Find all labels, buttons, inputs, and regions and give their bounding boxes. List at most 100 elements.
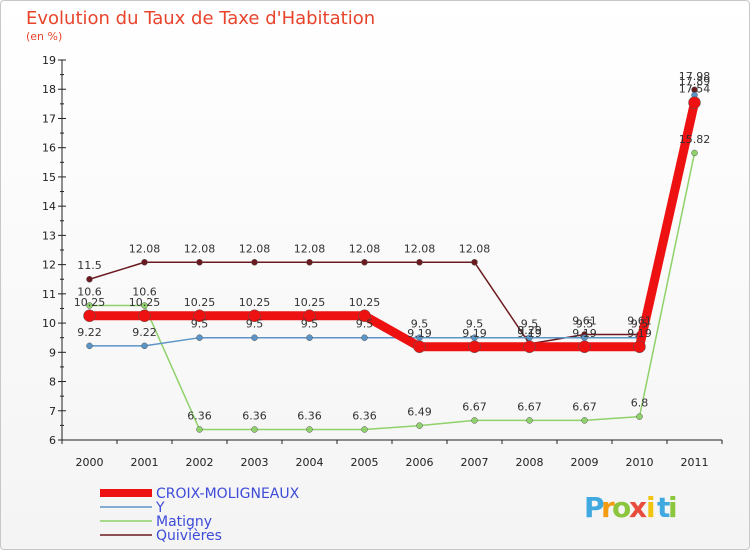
data-point	[251, 259, 258, 266]
logo-letter: x	[629, 491, 647, 524]
x-tick-label: 2002	[186, 456, 214, 469]
data-point	[413, 340, 426, 354]
data-label: 10.25	[349, 296, 381, 309]
x-tick-label: 2011	[681, 456, 709, 469]
data-label: 6.67	[517, 400, 542, 413]
data-label: 9.19	[517, 327, 542, 340]
chart-subtitle: (en %)	[26, 30, 62, 43]
data-point	[251, 426, 258, 433]
data-point	[416, 259, 423, 266]
data-label: 10.6	[132, 286, 157, 299]
data-label: 9.29	[517, 324, 542, 337]
x-tick-label: 2000	[76, 456, 104, 469]
data-label: 6.8	[631, 397, 649, 410]
data-label: 12.08	[129, 242, 161, 255]
y-tick-label: 11	[42, 288, 56, 301]
data-point	[306, 259, 313, 266]
logo-letter: o	[612, 491, 631, 524]
data-point	[578, 340, 591, 354]
data-label: 9.5	[576, 318, 594, 331]
data-label: 10.6	[77, 286, 102, 299]
data-point	[303, 309, 316, 323]
data-point	[523, 340, 536, 354]
data-point	[251, 334, 258, 341]
data-point	[86, 302, 93, 309]
legend-label: CROIX-MOLIGNEAUX	[156, 486, 300, 502]
data-label: 10.25	[129, 296, 161, 309]
data-point	[526, 417, 533, 424]
data-labels: 11.5 12.08 12.08 12.08 12.08 12.08 12.08 12.08 9…	[74, 70, 711, 423]
y-tick-label: 16	[42, 142, 56, 155]
data-point	[691, 149, 698, 157]
data-point	[196, 259, 203, 266]
x-tick-label: 2008	[516, 456, 544, 469]
y-tick-label: 19	[42, 54, 56, 67]
data-label: 9.5	[521, 318, 539, 331]
data-label: 6.67	[462, 400, 487, 413]
data-label: 9.19	[572, 327, 597, 340]
data-label: 12.08	[349, 242, 381, 255]
y-tick-label: 14	[42, 200, 56, 213]
x-tick-label: 2001	[131, 456, 159, 469]
data-point	[361, 426, 368, 433]
data-label: 6.36	[297, 409, 322, 422]
y-tick-label: 17	[42, 112, 56, 125]
data-label: 10.25	[184, 296, 216, 309]
data-point	[86, 275, 93, 283]
data-point	[688, 96, 701, 109]
data-label: 9.5	[466, 318, 484, 331]
data-point	[196, 334, 203, 341]
data-label: 9.5	[631, 318, 649, 331]
data-label: 17.98	[679, 70, 711, 83]
data-label: 12.08	[239, 242, 271, 255]
data-point	[138, 309, 151, 323]
logo-letter: i	[646, 491, 656, 524]
data-label: 9.5	[301, 318, 319, 331]
legend-label: Quivières	[156, 528, 222, 544]
data-point	[196, 426, 203, 433]
data-point	[636, 413, 643, 420]
data-point	[358, 309, 371, 323]
data-label: 9.19	[407, 327, 432, 340]
data-label: 9.19	[627, 327, 652, 340]
series-layer	[83, 86, 701, 433]
data-label: 17.54	[679, 83, 711, 96]
axes: 6 7 8 9 10 11 12 13 14 15 16 17 18 19 2000 2001 2002 2003…	[42, 54, 723, 469]
data-label: 6.36	[242, 409, 267, 422]
data-label: 15.82	[679, 133, 711, 146]
y-tick-label: 10	[42, 317, 56, 330]
data-point	[306, 334, 313, 341]
logo-letter: i	[668, 491, 678, 524]
y-tick-label: 9	[49, 346, 56, 359]
chart-title: Evolution du Taux de Taxe d'Habitation	[26, 8, 375, 29]
data-point	[633, 340, 646, 354]
data-point	[471, 417, 478, 424]
data-label: 9.5	[246, 318, 264, 331]
x-tick-label: 2005	[351, 456, 379, 469]
x-tick-label: 2003	[241, 456, 269, 469]
y-tick-label: 15	[42, 171, 56, 184]
data-label: 9.22	[132, 326, 157, 339]
data-point	[361, 259, 368, 266]
data-label: 12.08	[404, 242, 436, 255]
data-label: 9.19	[462, 327, 487, 340]
data-point	[86, 342, 93, 350]
data-point	[141, 259, 148, 266]
data-point	[361, 334, 368, 341]
x-tick-label: 2009	[571, 456, 599, 469]
y-tick-label: 7	[49, 405, 56, 418]
data-label: 12.08	[184, 242, 216, 255]
data-point	[193, 309, 206, 323]
data-label: 12.08	[294, 242, 326, 255]
y-tick-label: 13	[42, 229, 56, 242]
data-point	[248, 309, 261, 323]
series-line	[89, 101, 699, 352]
data-label: 9.22	[77, 326, 102, 339]
data-point	[141, 342, 148, 350]
data-label: 6.36	[187, 409, 212, 422]
y-tick-label: 18	[42, 83, 56, 96]
y-tick-label: 12	[42, 259, 56, 272]
data-label: 9.61	[627, 314, 652, 327]
